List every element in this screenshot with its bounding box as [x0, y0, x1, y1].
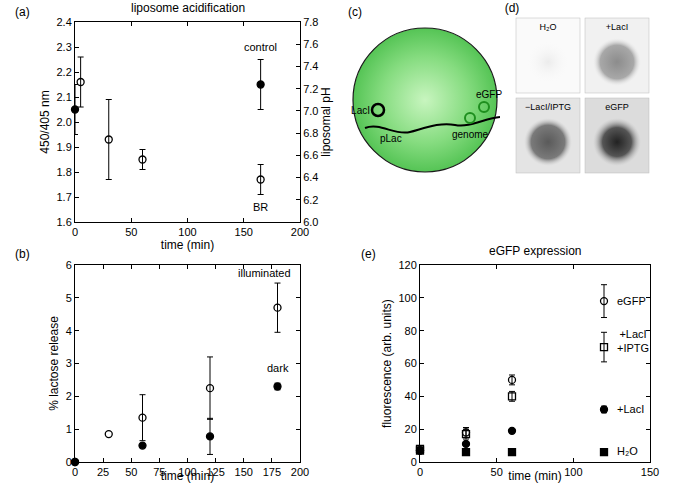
svg-text:125: 125	[206, 466, 224, 478]
svg-text:120: 120	[398, 259, 416, 271]
svg-text:2.2: 2.2	[57, 66, 72, 78]
svg-text:7.4: 7.4	[303, 60, 318, 72]
svg-text:6.6: 6.6	[303, 149, 318, 161]
svg-text:time (min): time (min)	[508, 469, 561, 483]
svg-text:1: 1	[66, 423, 72, 435]
svg-text:2.1: 2.1	[57, 91, 72, 103]
svg-text:2.3: 2.3	[57, 41, 72, 53]
svg-text:50: 50	[125, 466, 137, 478]
svg-text:3: 3	[66, 357, 72, 369]
svg-text:eGFP: eGFP	[605, 102, 629, 112]
svg-text:4: 4	[66, 325, 72, 337]
svg-text:6.0: 6.0	[303, 216, 318, 228]
svg-text:150: 150	[235, 466, 253, 478]
svg-text:liposomal pH: liposomal pH	[319, 87, 333, 156]
svg-text:100: 100	[178, 226, 196, 238]
svg-text:2.0: 2.0	[57, 116, 72, 128]
svg-text:BR: BR	[253, 201, 268, 213]
svg-text:100: 100	[564, 466, 582, 478]
svg-text:fluorescence (arb. units): fluorescence (arb. units)	[380, 299, 394, 428]
svg-text:H₂O: H₂O	[617, 445, 638, 457]
svg-text:illuminated: illuminated	[238, 267, 291, 279]
svg-text:7.6: 7.6	[303, 38, 318, 50]
svg-text:0: 0	[411, 456, 417, 468]
svg-text:450/405 nm: 450/405 nm	[38, 90, 52, 153]
svg-text:eGFP: eGFP	[476, 89, 502, 100]
svg-text:0: 0	[417, 466, 423, 478]
svg-text:time (min): time (min)	[161, 469, 214, 483]
svg-text:+LacI+IPTG: +LacI+IPTG	[617, 328, 649, 354]
svg-text:150: 150	[235, 226, 253, 238]
svg-text:40: 40	[405, 390, 417, 402]
svg-text:60: 60	[405, 357, 417, 369]
svg-text:eGFP: eGFP	[617, 295, 646, 307]
svg-text:(a): (a)	[15, 5, 30, 19]
svg-text:LacI: LacI	[351, 105, 370, 116]
svg-text:75: 75	[153, 466, 165, 478]
svg-text:pLac: pLac	[380, 133, 402, 144]
svg-text:200: 200	[291, 466, 309, 478]
svg-text:80: 80	[405, 325, 417, 337]
svg-text:genome: genome	[452, 129, 489, 140]
svg-text:100: 100	[178, 466, 196, 478]
svg-text:(e): (e)	[361, 247, 376, 261]
svg-text:0: 0	[72, 226, 78, 238]
svg-text:5: 5	[66, 292, 72, 304]
svg-text:(d): (d)	[505, 1, 520, 15]
svg-text:dark: dark	[267, 362, 289, 374]
svg-text:1.7: 1.7	[57, 191, 72, 203]
svg-text:−LacI/IPTG: −LacI/IPTG	[525, 102, 571, 112]
svg-text:20: 20	[405, 423, 417, 435]
svg-text:50: 50	[125, 226, 137, 238]
svg-text:1.9: 1.9	[57, 141, 72, 153]
svg-text:% lactose release: % lactose release	[47, 316, 61, 411]
svg-text:1.8: 1.8	[57, 166, 72, 178]
svg-text:eGFP expression: eGFP expression	[489, 244, 582, 258]
svg-text:200: 200	[291, 226, 309, 238]
svg-text:6.2: 6.2	[303, 194, 318, 206]
svg-text:7.2: 7.2	[303, 83, 318, 95]
svg-text:1.6: 1.6	[57, 216, 72, 228]
svg-text:+LacI: +LacI	[617, 403, 644, 415]
svg-text:50: 50	[491, 466, 503, 478]
svg-text:control: control	[244, 41, 277, 53]
svg-text:0: 0	[72, 466, 78, 478]
svg-text:6: 6	[66, 259, 72, 271]
svg-text:6.4: 6.4	[303, 171, 318, 183]
svg-text:100: 100	[398, 292, 416, 304]
svg-text:2: 2	[66, 390, 72, 402]
svg-text:+LacI: +LacI	[606, 22, 628, 32]
svg-text:150: 150	[641, 466, 659, 478]
svg-text:7.8: 7.8	[303, 16, 318, 28]
svg-text:6.8: 6.8	[303, 127, 318, 139]
svg-text:0: 0	[66, 456, 72, 468]
svg-text:25: 25	[97, 466, 109, 478]
svg-text:time (min): time (min)	[161, 238, 214, 252]
svg-text:2.4: 2.4	[57, 16, 72, 28]
svg-text:H₂O: H₂O	[540, 22, 557, 32]
svg-text:7.0: 7.0	[303, 105, 318, 117]
svg-text:175: 175	[263, 466, 281, 478]
svg-text:(b): (b)	[15, 247, 30, 261]
svg-text:(c): (c)	[348, 5, 362, 19]
svg-text:liposome acidification: liposome acidification	[131, 1, 245, 15]
